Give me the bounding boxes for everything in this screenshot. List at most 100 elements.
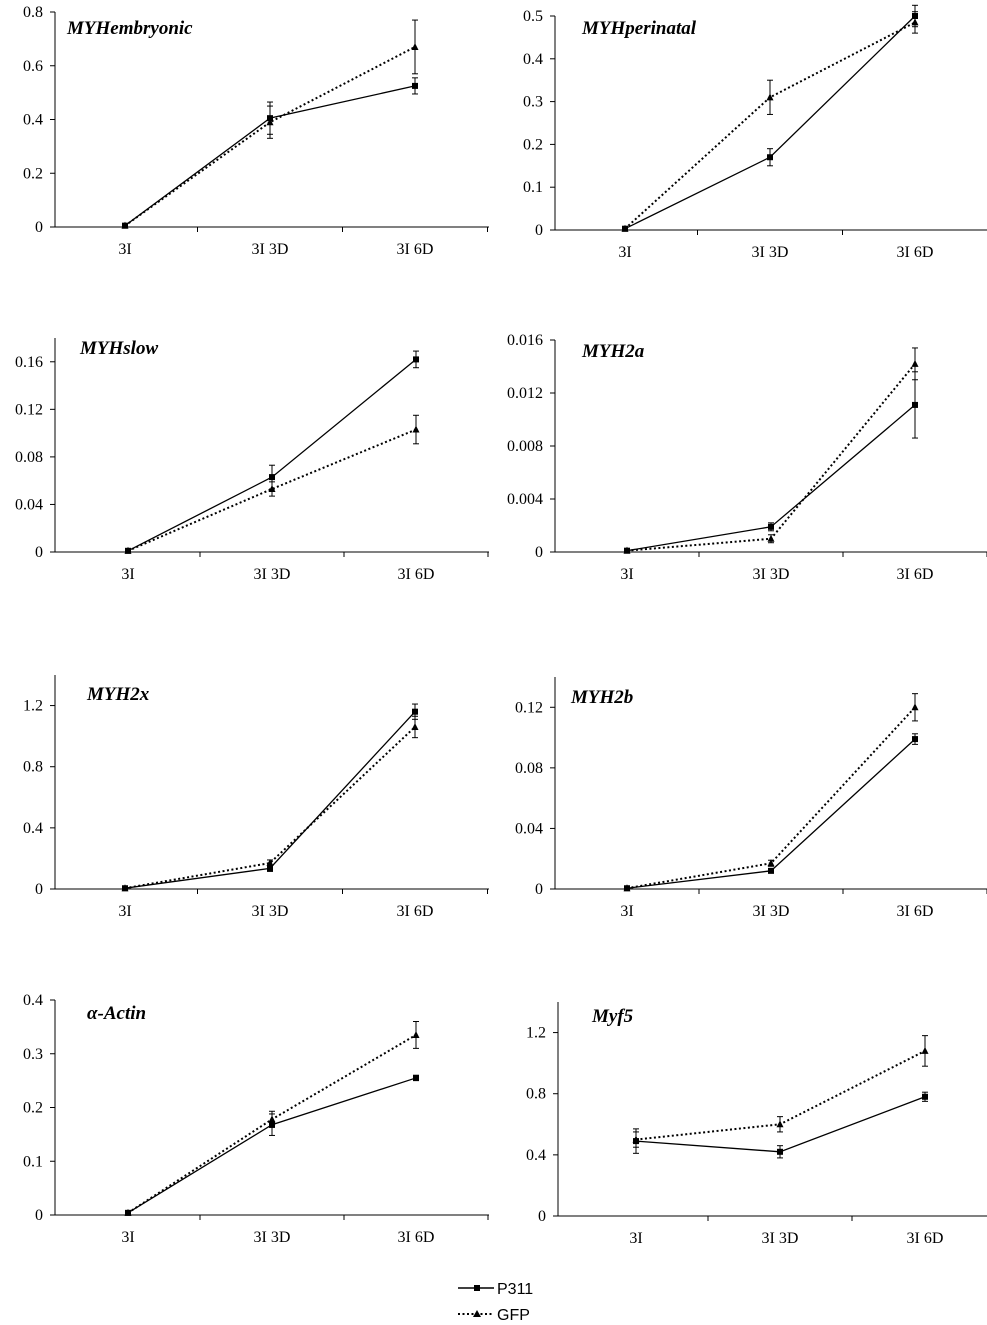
data-point-gfp	[767, 859, 775, 867]
y-tick-label: 0.4	[526, 1147, 546, 1164]
series-p311	[125, 350, 419, 554]
y-tick-label: 0.12	[15, 401, 43, 418]
y-tick-label: 0	[35, 1207, 43, 1224]
chart-panel-5: 0 0.04 0.08 0.12 3I 3I 3D 3I 6D MYH2b	[515, 677, 987, 920]
x-tick-label: 3I 6D	[897, 903, 934, 920]
data-point-gfp	[766, 93, 774, 101]
data-point-gfp	[921, 1046, 929, 1054]
y-tick-label: 0.2	[23, 1100, 43, 1117]
x-tick-label: 3I 6D	[897, 244, 934, 261]
chart-panel-0: 0 0.2 0.4 0.6 0.8 3I 3I 3D 3I 6D MYHembryonic	[23, 4, 489, 258]
y-tick-label: 0.008	[507, 438, 543, 455]
y-tick-label: 0.08	[15, 449, 43, 466]
series-line-p311	[127, 358, 417, 552]
data-point-gfp	[776, 1120, 784, 1128]
chart-panels: 0 0.2 0.4 0.6 0.8 3I 3I 3D 3I 6D MYHembryonic 0 0.…	[15, 4, 987, 1247]
y-tick-label: 1.2	[526, 1025, 546, 1042]
data-point-gfp	[411, 42, 419, 50]
y-tick-label: 0.004	[507, 491, 543, 508]
series-line-gfp	[624, 21, 916, 230]
chart-panel-4: 0 0.4 0.8 1.2 3I 3I 3D 3I 6D MYH2x	[23, 675, 489, 920]
series-p311	[122, 703, 418, 892]
y-tick-label: 0.4	[23, 992, 43, 1009]
data-point-p311	[633, 1138, 639, 1145]
data-point-p311	[912, 13, 918, 19]
x-tick-label: 3I 3D	[762, 1230, 799, 1247]
data-point-gfp	[411, 722, 419, 730]
series-p311	[624, 371, 918, 554]
x-tick-label: 3I 3D	[752, 244, 789, 261]
y-tick-label: 0	[35, 219, 43, 236]
chart-panel-3: 0 0.004 0.008 0.012 0.016 3I 3I 3D 3I 6D MYH2a	[507, 332, 987, 583]
data-point-p311	[768, 523, 774, 530]
x-tick-label: 3I 6D	[907, 1230, 944, 1247]
x-tick-label: 3I 3D	[254, 566, 291, 583]
data-point-gfp	[767, 534, 775, 542]
y-tick-label: 0	[538, 1208, 546, 1225]
y-tick-label: 0.16	[15, 354, 43, 371]
x-tick-label: 3I	[121, 1229, 134, 1246]
legend: P311 GFP	[458, 1281, 533, 1324]
data-point-gfp	[412, 1030, 420, 1038]
x-tick-label: 3I 6D	[398, 1229, 435, 1246]
panel-title: MYH2b	[570, 687, 633, 708]
data-point-p311	[412, 82, 418, 89]
legend-p311-marker	[474, 1285, 480, 1291]
panel-title: MYH2a	[581, 341, 645, 362]
data-point-p311	[768, 867, 774, 874]
y-tick-label: 0.016	[507, 332, 543, 349]
y-tick-label: 0.1	[23, 1153, 43, 1170]
y-tick-label: 0.4	[23, 820, 43, 837]
series-line-gfp	[124, 726, 416, 890]
y-tick-label: 0.3	[23, 1046, 43, 1063]
panel-title: MYHperinatal	[581, 18, 697, 39]
y-tick-label: 0.8	[526, 1086, 546, 1103]
series-p311	[624, 733, 918, 892]
data-point-p311	[413, 1074, 419, 1081]
y-tick-label: 0.12	[515, 699, 543, 716]
y-tick-label: 0	[35, 881, 43, 898]
x-tick-label: 3I	[620, 903, 633, 920]
data-point-p311	[912, 401, 918, 408]
y-tick-label: 0.1	[523, 179, 543, 196]
y-tick-label: 1.2	[23, 698, 43, 715]
series-line-gfp	[124, 46, 416, 227]
series-p311	[122, 77, 418, 229]
series-p311	[622, 4, 918, 232]
x-tick-label: 3I 3D	[252, 241, 289, 258]
x-tick-label: 3I 3D	[753, 903, 790, 920]
panel-title: MYHembryonic	[66, 18, 193, 39]
data-point-p311	[125, 547, 131, 554]
chart-panel-2: 0 0.04 0.08 0.12 0.16 3I 3I 3D 3I 6D MYHslow	[15, 338, 489, 583]
series-line-p311	[127, 1077, 417, 1214]
data-point-p311	[622, 225, 628, 232]
y-tick-label: 0.2	[23, 165, 43, 182]
y-tick-label: 0.012	[507, 385, 543, 402]
x-tick-label: 3I 3D	[252, 903, 289, 920]
y-tick-label: 0.2	[523, 136, 543, 153]
x-tick-label: 3I 3D	[254, 1229, 291, 1246]
series-gfp	[632, 1035, 929, 1148]
data-point-p311	[122, 885, 128, 892]
x-tick-label: 3I 6D	[397, 241, 434, 258]
data-point-p311	[777, 1148, 783, 1155]
panel-title: Myf5	[591, 1006, 634, 1027]
series-line-p311	[624, 15, 916, 230]
data-point-p311	[125, 1209, 131, 1216]
data-point-p311	[922, 1093, 928, 1100]
legend-gfp-marker	[473, 1310, 481, 1317]
y-tick-label: 0.3	[523, 94, 543, 111]
x-tick-label: 3I	[620, 566, 633, 583]
data-point-p311	[767, 154, 773, 161]
data-point-gfp	[266, 859, 274, 867]
x-tick-label: 3I	[618, 244, 631, 261]
y-tick-label: 0.4	[23, 112, 43, 129]
series-p311	[125, 1074, 419, 1216]
y-tick-label: 0	[35, 544, 43, 561]
x-tick-label: 3I 6D	[897, 566, 934, 583]
data-point-gfp	[412, 425, 420, 433]
panel-title: MYHslow	[79, 338, 158, 359]
data-point-gfp	[911, 703, 919, 711]
data-point-p311	[269, 1121, 275, 1128]
